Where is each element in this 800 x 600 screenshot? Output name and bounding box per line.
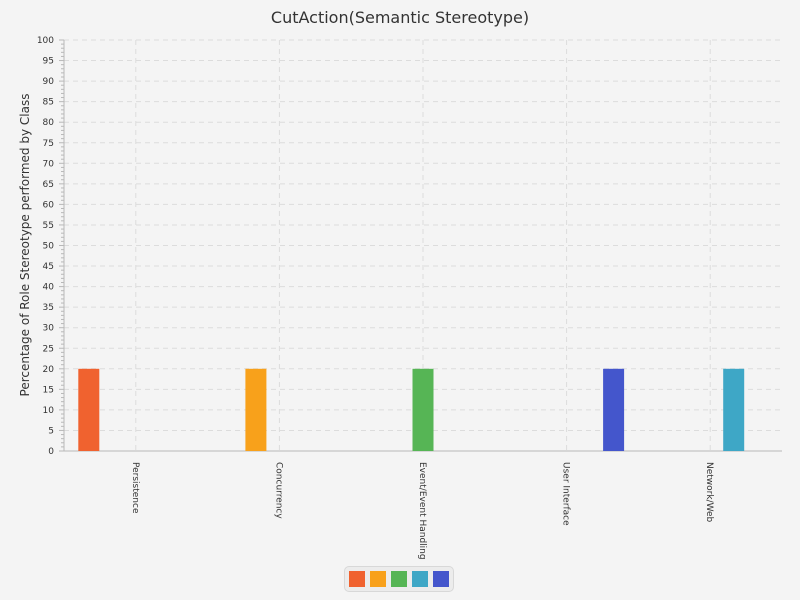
x-category-label: Concurrency	[273, 462, 283, 519]
y-tick-label: 65	[43, 180, 54, 190]
y-tick-label: 75	[43, 139, 54, 149]
bar	[412, 368, 434, 451]
y-tick-label: 55	[43, 221, 54, 231]
bar	[245, 368, 267, 451]
legend-swatch	[391, 571, 407, 587]
y-tick-label: 80	[43, 118, 55, 128]
legend-swatch	[349, 571, 365, 587]
y-tick-label: 35	[43, 303, 54, 313]
y-tick-label: 40	[43, 283, 55, 293]
y-tick-label: 95	[43, 57, 54, 67]
legend-swatch	[412, 571, 428, 587]
y-tick-label: 30	[43, 324, 55, 334]
y-tick-label: 10	[43, 406, 55, 416]
y-tick-label: 15	[43, 385, 54, 395]
legend	[344, 566, 454, 592]
x-category-label: User Interface	[561, 462, 571, 526]
legend-swatch	[370, 571, 386, 587]
y-tick-label: 90	[43, 77, 55, 87]
y-tick-label: 50	[43, 242, 55, 252]
y-tick-label: 20	[43, 365, 55, 375]
bar	[723, 368, 745, 451]
y-tick-label: 0	[48, 447, 54, 457]
y-tick-label: 85	[43, 98, 54, 108]
chart-title: CutAction(Semantic Stereotype)	[271, 8, 529, 27]
y-tick-label: 25	[43, 344, 54, 354]
x-category-label: Event/Event Handling	[417, 462, 427, 560]
x-category-label: Persistence	[130, 462, 140, 514]
bars	[78, 368, 745, 451]
gridlines	[64, 39, 782, 451]
y-tick-label: 100	[37, 36, 54, 46]
y-tick-label: 70	[43, 159, 55, 169]
y-axis-label: Percentage of Role Stereotype performed …	[18, 94, 32, 397]
x-category-label: Network/Web	[704, 462, 714, 523]
y-tick-label: 60	[43, 200, 55, 210]
y-tick-label: 5	[48, 426, 54, 436]
labels: 0 5 10 15 20 25 30 35 40 45 50 55 60 65 70 75 80 85 90 95 10…	[37, 36, 714, 560]
legend-swatch	[433, 571, 449, 587]
bar	[603, 368, 625, 451]
y-tick-label: 45	[43, 262, 54, 272]
bar	[78, 368, 100, 451]
